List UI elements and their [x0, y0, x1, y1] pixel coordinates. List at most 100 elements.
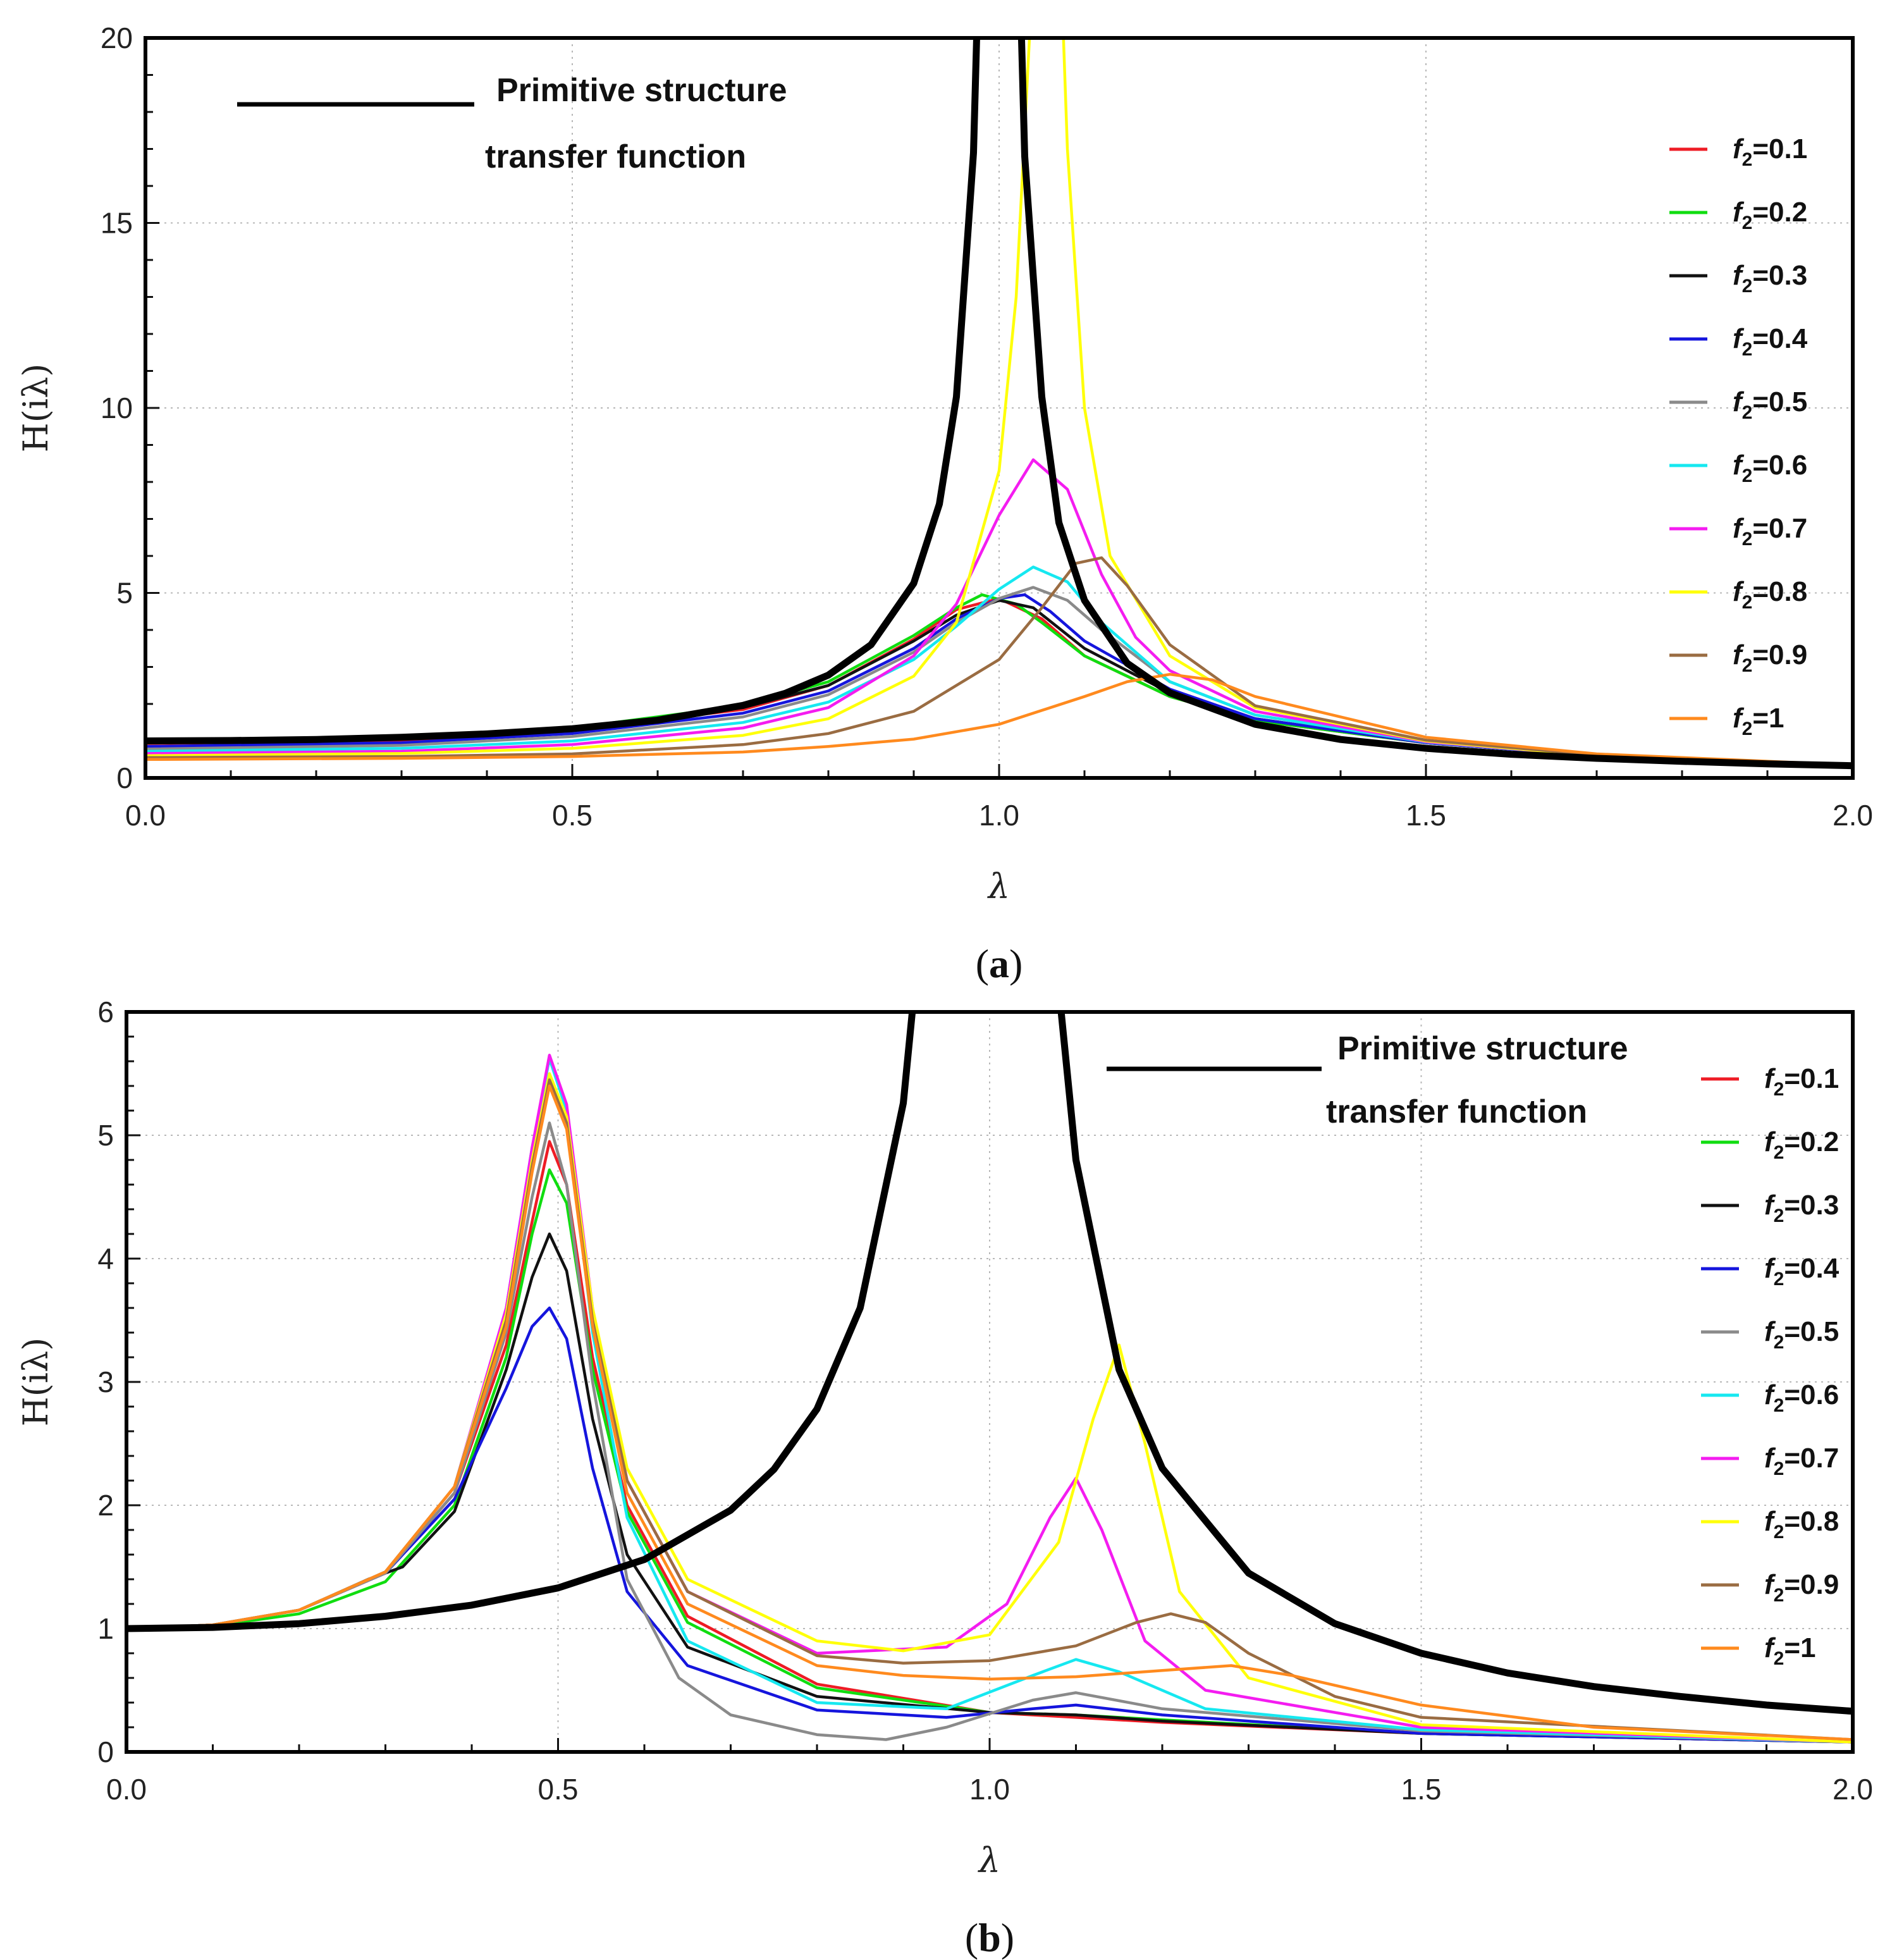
- legend-value: =0.5: [1784, 1316, 1839, 1347]
- legend-value: =1: [1784, 1632, 1815, 1663]
- panel-a-grid: [145, 38, 1853, 778]
- legend-var: f: [1764, 1126, 1776, 1157]
- x-tick-label: 0.0: [125, 799, 166, 832]
- legend-subscript: 2: [1742, 592, 1753, 613]
- legend-var: f: [1764, 1379, 1776, 1410]
- panel-b-chart: 0.0 0.5 1.0 1.5 2.0 0 1 2 3 4 5 6 λ H(iλ) Primitive st…: [16, 995, 1873, 1960]
- panel-a-legend-label-3: f2=0.3: [1733, 260, 1807, 297]
- legend-var: f: [1764, 1443, 1776, 1474]
- legend-var: f: [1764, 1253, 1776, 1284]
- legend-subscript: 2: [1774, 1079, 1784, 1100]
- panel-a-x-axis-title: λ: [987, 866, 1010, 906]
- legend-value: =0.3: [1752, 260, 1807, 291]
- legend-subscript: 2: [1742, 465, 1753, 486]
- legend-value: =0.9: [1784, 1569, 1839, 1600]
- panel-a-series-line-10: [145, 672, 1853, 767]
- panel-a-series-line-9: [145, 556, 1853, 767]
- legend-var: f: [1733, 450, 1745, 481]
- y-tick-label: 2: [97, 1489, 114, 1522]
- legend-var: f: [1764, 1063, 1776, 1094]
- panel-a-legend-label-5: f2=0.5: [1733, 386, 1807, 423]
- legend-var: f: [1733, 576, 1745, 607]
- legend-subscript: 2: [1742, 402, 1753, 423]
- legend-subscript: 2: [1774, 1648, 1784, 1669]
- legend-var: f: [1764, 1316, 1776, 1347]
- legend-var: f: [1733, 386, 1745, 417]
- legend-subscript: 2: [1774, 1269, 1784, 1290]
- legend-value: =0.8: [1752, 576, 1807, 607]
- legend-subscript: 2: [1742, 529, 1753, 550]
- legend-var: f: [1733, 133, 1745, 164]
- legend-var: f: [1764, 1632, 1776, 1663]
- panel-a-chart: 0.0 0.5 1.0 1.5 2.0 0 5 10 15 20 λ H(iλ) Primitive s…: [16, 22, 1873, 986]
- panel-a-y-axis-title: H(iλ): [16, 364, 56, 453]
- x-tick-label: 0.5: [552, 799, 593, 832]
- panel-a-legend-label-4: f2=0.4: [1733, 323, 1808, 360]
- x-tick-label: 2.0: [1833, 1773, 1873, 1806]
- legend-value: =0.9: [1752, 639, 1807, 670]
- legend-subscript: 2: [1774, 1585, 1784, 1606]
- legend-subscript: 2: [1742, 339, 1753, 360]
- panel-a-legend-label-8: f2=0.8: [1733, 576, 1807, 613]
- panel-b-primitive-legend-line1: Primitive structure: [1337, 1030, 1628, 1067]
- y-tick-label: 0: [116, 761, 133, 794]
- x-tick-label: 0.0: [106, 1773, 147, 1806]
- panel-b-legend-label-2: f2=0.2: [1764, 1126, 1839, 1163]
- x-tick-label: 2.0: [1833, 799, 1873, 832]
- legend-var: f: [1733, 197, 1745, 228]
- panel-b-legend-label-10: f2=1: [1764, 1632, 1816, 1669]
- y-tick-label: 15: [101, 207, 133, 240]
- legend-value: =1: [1752, 703, 1784, 734]
- legend-value: =0.8: [1784, 1506, 1839, 1537]
- panel-a-legend-label-7: f2=0.7: [1733, 513, 1807, 550]
- legend-value: =0.1: [1752, 133, 1807, 164]
- legend-subscript: 2: [1774, 1142, 1784, 1163]
- panel-a-curves: [145, 38, 1853, 770]
- panel-b-series-line-9: [126, 1078, 1853, 1741]
- y-tick-label: 1: [97, 1612, 114, 1645]
- legend-subscript: 2: [1774, 1395, 1784, 1416]
- panel-b-grid: [126, 1012, 1853, 1752]
- legend-value: =0.6: [1784, 1379, 1839, 1410]
- x-tick-label: 0.5: [538, 1773, 579, 1806]
- y-tick-label: 3: [97, 1365, 114, 1398]
- panel-b-legend-label-3: f2=0.3: [1764, 1190, 1839, 1226]
- legend-value: =0.4: [1752, 323, 1807, 354]
- legend-subscript: 2: [1774, 1205, 1784, 1226]
- panel-a-primitive-legend-line2: transfer function: [485, 139, 746, 175]
- legend-subscript: 2: [1742, 718, 1753, 739]
- legend-subscript: 2: [1774, 1522, 1784, 1543]
- panel-b-series-line-5: [126, 1121, 1853, 1744]
- legend-var: f: [1733, 513, 1745, 544]
- legend-var: f: [1764, 1506, 1776, 1537]
- x-tick-label: 1.0: [969, 1773, 1010, 1806]
- panel-b-x-axis-title: λ: [978, 1840, 1000, 1880]
- y-tick-label: 5: [116, 577, 133, 610]
- legend-subscript: 2: [1742, 213, 1753, 233]
- panel-a-series-line-8: [145, 38, 1853, 767]
- legend-value: =0.2: [1752, 197, 1807, 228]
- panel-b-legend-label-4: f2=0.4: [1764, 1253, 1840, 1290]
- legend-var: f: [1733, 703, 1745, 734]
- panel-b-y-axis-title: H(iλ): [16, 1338, 56, 1427]
- panel-b-series-line-8: [126, 1072, 1853, 1744]
- panel-a-series-line-7: [145, 458, 1853, 767]
- legend-value: =0.2: [1784, 1126, 1839, 1157]
- y-tick-label: 6: [97, 995, 114, 1028]
- panel-a-primitive-legend-line1: Primitive structure: [496, 72, 787, 109]
- panel-b-primitive-line: [126, 1012, 1853, 1715]
- x-tick-label: 1.5: [1401, 1773, 1442, 1806]
- panel-a-legend-label-2: f2=0.2: [1733, 197, 1807, 233]
- panel-b-legend-label-9: f2=0.9: [1764, 1569, 1839, 1606]
- legend-value: =0.7: [1752, 513, 1807, 544]
- legend-value: =0.1: [1784, 1063, 1839, 1094]
- x-tick-label: 1.0: [979, 799, 1019, 832]
- y-tick-label: 5: [97, 1119, 114, 1152]
- panel-b-curves: [126, 1012, 1853, 1744]
- legend-var: f: [1733, 323, 1745, 354]
- legend-subscript: 2: [1742, 655, 1753, 676]
- legend-subscript: 2: [1774, 1458, 1784, 1479]
- legend-subscript: 2: [1774, 1332, 1784, 1353]
- legend-value: =0.3: [1784, 1190, 1839, 1221]
